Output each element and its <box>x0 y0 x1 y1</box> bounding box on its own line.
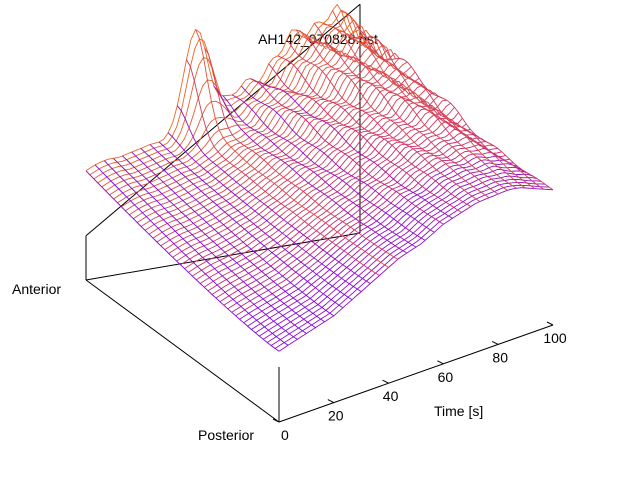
axis-box-front <box>85 279 554 423</box>
tick-mark-100 <box>546 321 554 326</box>
time-slice-18 <box>240 85 435 233</box>
time-slice-28 <box>332 10 526 189</box>
box-edge-back-1 <box>85 3 361 237</box>
time-slice-11 <box>176 105 371 284</box>
time-slice-12 <box>186 59 380 276</box>
time-slice-13 <box>195 29 389 268</box>
tick-mark-40 <box>382 379 389 384</box>
tick-label-20: 20 <box>328 408 344 424</box>
anterior-label: Anterior <box>12 281 61 297</box>
tick-mark-20 <box>327 399 335 404</box>
time-slice-27 <box>323 22 517 189</box>
time-slice-30 <box>350 33 545 190</box>
surface-mesh <box>85 4 554 352</box>
tick-label-80: 80 <box>492 349 508 365</box>
time-slice-2 <box>94 164 289 346</box>
time-slice-7 <box>140 148 335 317</box>
tick-mark-80 <box>491 340 499 345</box>
time-slice-26 <box>313 23 508 191</box>
tick-mark-0 <box>272 418 280 423</box>
time-slice-15 <box>213 85 408 254</box>
time-slice-14 <box>204 47 398 260</box>
time-slice-21 <box>268 63 462 213</box>
posterior-label: Posterior <box>198 427 254 443</box>
time-slice-22 <box>277 55 472 207</box>
time-axis-ticks: 0 20 40 60 80 100 <box>272 321 567 443</box>
tick-label-0: 0 <box>281 427 289 443</box>
time-axis-label: Time [s] <box>434 403 483 419</box>
time-slice-19 <box>250 78 444 225</box>
time-slice-9 <box>158 141 353 301</box>
sensor-trace-42 <box>247 162 522 327</box>
tick-label-40: 40 <box>383 388 399 404</box>
tick-label-100: 100 <box>543 330 567 346</box>
time-slice-8 <box>149 144 344 309</box>
sensor-trace-40 <box>239 155 514 320</box>
time-slice-1 <box>85 170 280 352</box>
time-slice-20 <box>259 81 453 219</box>
time-slice-25 <box>304 37 499 195</box>
tick-label-60: 60 <box>438 369 454 385</box>
time-slice-10 <box>167 132 362 292</box>
time-slice-3 <box>103 160 298 340</box>
box-edge-left-floor <box>85 279 280 423</box>
sensor-trace-41 <box>243 159 518 324</box>
time-slice-29 <box>341 11 535 189</box>
sensor-trace-45 <box>259 172 534 337</box>
time-axis-line <box>278 324 554 423</box>
time-slice-5 <box>122 155 316 328</box>
time-slice-31 <box>359 29 554 191</box>
sensor-trace-37 <box>227 144 502 310</box>
sensor-trace-21 <box>164 87 440 250</box>
time-slice-23 <box>286 39 481 202</box>
box-edge-back-4 <box>85 232 361 281</box>
time-slice-6 <box>131 151 325 323</box>
tick-mark-60 <box>437 360 444 365</box>
time-slice-16 <box>222 95 417 248</box>
time-slice-4 <box>113 157 307 334</box>
time-slice-17 <box>231 94 426 241</box>
time-slice-24 <box>295 29 490 199</box>
